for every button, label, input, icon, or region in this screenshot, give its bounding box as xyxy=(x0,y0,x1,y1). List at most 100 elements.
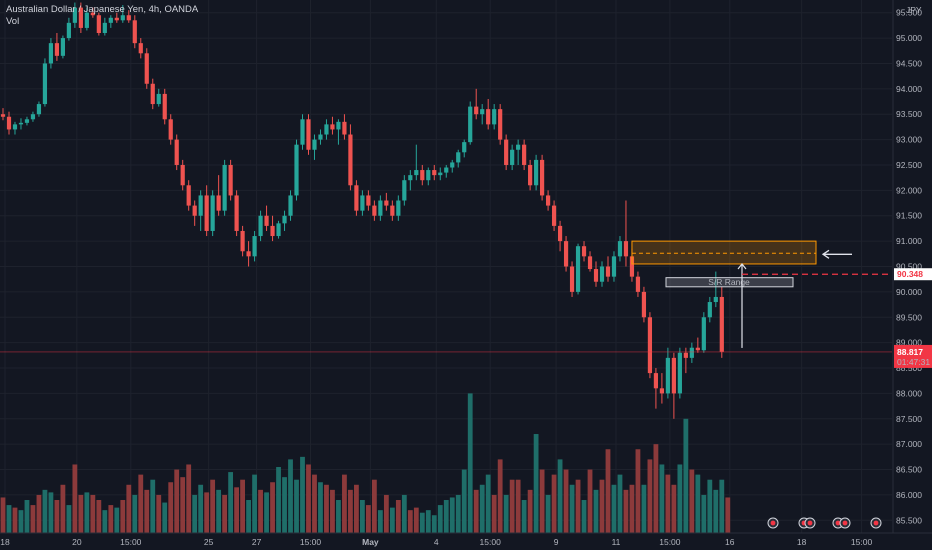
volume-bar xyxy=(30,505,36,533)
price-tick-label: 87.000 xyxy=(896,439,922,449)
candle-body xyxy=(384,200,389,206)
grid-lines xyxy=(0,0,892,533)
economic-event-icon[interactable] xyxy=(839,517,851,529)
volume-bar xyxy=(509,479,515,533)
candle-body xyxy=(719,296,724,352)
candle-body xyxy=(264,215,269,226)
candle-body xyxy=(534,159,539,186)
candle-body xyxy=(210,195,215,231)
arrow-left-icon-head xyxy=(821,249,830,259)
candle-body xyxy=(96,15,101,33)
economic-event-icon[interactable] xyxy=(767,517,779,529)
candle-body xyxy=(372,205,377,216)
price-tick-label: 90.500 xyxy=(896,262,922,272)
volume-bar xyxy=(569,484,575,533)
volume-bar xyxy=(264,492,269,533)
volume-bar xyxy=(282,477,287,533)
time-tick-label: 20 xyxy=(72,537,82,547)
candle-body xyxy=(318,134,323,140)
candle-body xyxy=(78,7,83,28)
candle-body xyxy=(192,205,197,216)
resistance-zone[interactable] xyxy=(631,240,817,265)
volume-bar xyxy=(635,449,641,533)
volume-bar xyxy=(671,484,677,533)
volume-bar xyxy=(683,418,689,533)
time-tick-label: 9 xyxy=(554,537,559,547)
volume-bar xyxy=(144,489,150,533)
economic-event-icon[interactable] xyxy=(870,517,882,529)
time-tick-label: 15:00 xyxy=(851,537,873,547)
volume-bar xyxy=(360,500,365,533)
candle-body xyxy=(102,22,107,33)
time-tick-label: 25 xyxy=(204,537,214,547)
candle-body xyxy=(671,357,676,394)
candle-body xyxy=(677,352,682,394)
candle-body xyxy=(168,119,173,140)
candle-body xyxy=(234,195,239,231)
volume-bar xyxy=(162,502,168,533)
volume-bar xyxy=(599,479,605,533)
volume-bar xyxy=(240,479,245,533)
volume-bar xyxy=(413,507,419,533)
candle-body xyxy=(378,200,383,216)
sr-range-box[interactable] xyxy=(665,277,794,288)
time-axis[interactable]: 18 20 15:00 25 27 15:00 May 4 15:00 9 11 15:00 16 18 1… xyxy=(0,517,932,547)
candle-body xyxy=(138,43,143,54)
price-tick-label: 95.500 xyxy=(896,8,922,18)
volume-bar xyxy=(150,479,156,533)
candle-body xyxy=(486,109,491,125)
candle-body xyxy=(707,302,712,318)
price-axis[interactable]: 95.500 95.000 94.500 94.000 93.500 93.000 92.5… xyxy=(892,0,932,533)
time-tick-label: 27 xyxy=(252,537,262,547)
candle-body xyxy=(569,266,575,292)
candle-body xyxy=(240,230,245,252)
volume-bar xyxy=(701,494,707,533)
volume-bar xyxy=(563,469,569,533)
candle-body xyxy=(468,106,473,143)
volume-bar xyxy=(647,459,653,533)
volume-bar xyxy=(593,489,599,533)
symbol-title[interactable]: Australian Dollar / Japanese Yen, 4h, OA… xyxy=(6,4,199,15)
volume-bar xyxy=(18,510,24,533)
candle-body xyxy=(36,104,42,115)
volume-bar xyxy=(228,472,234,533)
volume-bar xyxy=(306,464,311,533)
candle-body xyxy=(390,205,395,216)
candle-body xyxy=(683,352,688,358)
candle-body xyxy=(252,236,257,257)
time-tick-label: May xyxy=(362,537,379,547)
candle-body xyxy=(90,12,95,16)
volume-bar xyxy=(252,474,257,533)
candle-body xyxy=(330,124,335,130)
economic-event-icon[interactable] xyxy=(804,517,816,529)
candle-body xyxy=(270,225,275,237)
price-tick-label: 91.500 xyxy=(896,211,922,221)
current-price-tag xyxy=(894,344,932,368)
candle-body xyxy=(150,83,155,105)
volume-bar xyxy=(605,449,611,533)
event-icon-dot xyxy=(842,520,848,526)
candle-body xyxy=(563,241,569,267)
volume-bar xyxy=(234,487,240,533)
volume-indicator-label[interactable]: Vol xyxy=(6,16,20,27)
candle-body xyxy=(426,170,431,181)
candle-body xyxy=(551,205,557,226)
time-tick-label: 16 xyxy=(725,537,735,547)
candle-body xyxy=(66,22,71,39)
volume-bar xyxy=(491,494,497,533)
volume-bar xyxy=(0,497,6,533)
event-icon-dot xyxy=(835,520,841,526)
candle-body xyxy=(629,256,635,277)
candle-body xyxy=(162,93,167,120)
time-tick-label: 18 xyxy=(0,537,10,547)
price-tick-label: 88.000 xyxy=(896,388,922,398)
drawing-overlays[interactable]: S/R Range xyxy=(0,240,892,353)
candle-body xyxy=(336,121,341,130)
volume-bar xyxy=(665,474,671,533)
volume-bar xyxy=(611,484,617,533)
volume-bar xyxy=(126,484,132,533)
candle-body xyxy=(60,38,65,56)
candle-body xyxy=(438,172,443,176)
volume-bar xyxy=(132,494,138,533)
